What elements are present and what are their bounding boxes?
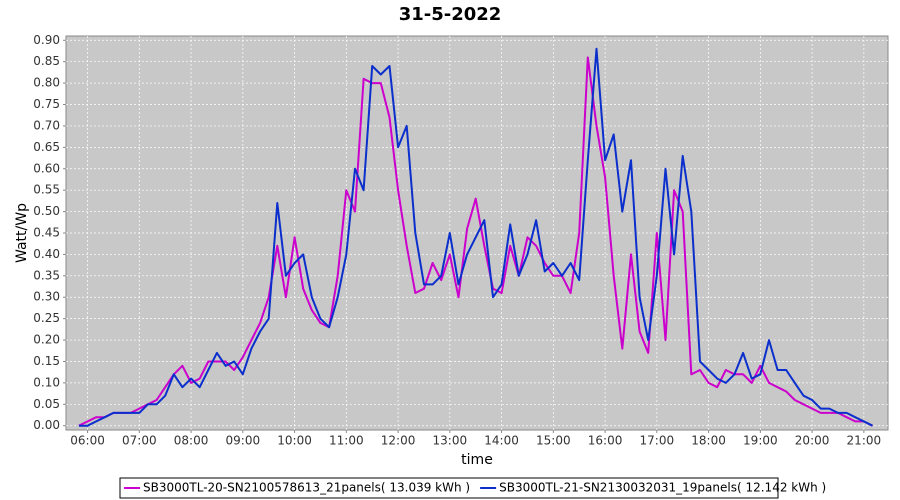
- x-tick-label: 08:00: [174, 434, 209, 448]
- y-tick-label: 0.25: [33, 311, 60, 325]
- y-tick-label: 0.60: [33, 161, 60, 175]
- legend-label: SB3000TL-20-SN2100578613_21panels( 13.03…: [143, 481, 470, 495]
- y-tick-label: 0.35: [33, 268, 60, 282]
- y-tick-label: 0.20: [33, 333, 60, 347]
- y-tick-label: 0.90: [33, 33, 60, 47]
- x-tick-label: 09:00: [226, 434, 261, 448]
- y-tick-label: 0.80: [33, 76, 60, 90]
- y-tick-label: 0.50: [33, 204, 60, 218]
- series-line: [78, 47, 873, 427]
- x-tick-label: 11:00: [329, 434, 364, 448]
- x-tick-label: 21:00: [847, 434, 882, 448]
- x-tick-label: 19:00: [743, 434, 778, 448]
- y-tick-label: 0.55: [33, 183, 60, 197]
- x-tick-label: 16:00: [588, 434, 623, 448]
- x-tick-label: 20:00: [795, 434, 830, 448]
- y-tick-label: 0.45: [33, 226, 60, 240]
- x-tick-label: 06:00: [70, 434, 105, 448]
- chart-title: 31-5-2022: [399, 4, 502, 25]
- y-axis-title: Watt/Wp: [14, 203, 30, 263]
- y-tick-label: 0.65: [33, 140, 60, 154]
- legend: [119, 477, 779, 499]
- y-tick-label: 0.85: [33, 54, 60, 68]
- x-tick-label: 13:00: [433, 434, 468, 448]
- x-tick-label: 10:00: [277, 434, 312, 448]
- x-axis-title: time: [461, 452, 493, 468]
- y-tick-label: 0.40: [33, 247, 60, 261]
- x-tick-label: 15:00: [536, 434, 571, 448]
- x-tick-label: 12:00: [381, 434, 416, 448]
- y-tick-label: 0.30: [33, 290, 60, 304]
- x-tick-label: 18:00: [691, 434, 726, 448]
- y-tick-label: 0.10: [33, 375, 60, 389]
- series-line: [78, 56, 873, 427]
- x-tick-label: 17:00: [640, 434, 675, 448]
- y-tick-label: 0.15: [33, 354, 60, 368]
- legend-label: SB3000TL-21-SN2130032031_19panels( 12.14…: [499, 481, 826, 495]
- y-tick-label: 0.05: [33, 397, 60, 411]
- y-tick-label: 0.75: [33, 97, 60, 111]
- y-tick-label: 0.70: [33, 118, 60, 132]
- x-tick-label: 14:00: [484, 434, 519, 448]
- y-tick-label: 0.00: [33, 418, 60, 432]
- x-tick-label: 07:00: [122, 434, 157, 448]
